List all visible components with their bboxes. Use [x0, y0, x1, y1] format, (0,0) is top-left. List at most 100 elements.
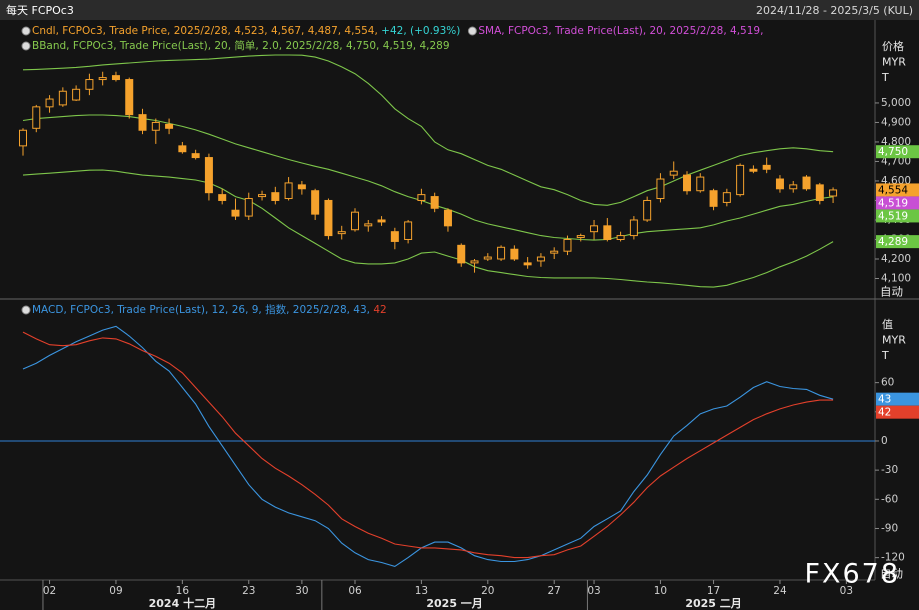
- date-range: 2024/11/28 - 2025/3/5 (KUL): [756, 4, 913, 17]
- candle-body: [762, 164, 771, 170]
- candle-body: [244, 198, 253, 217]
- watermark: FX678: [804, 559, 900, 590]
- last-value-label: 4,554: [878, 184, 908, 196]
- candle-body: [32, 106, 41, 129]
- y-tick-label: 60: [881, 377, 894, 389]
- bband-middle: [22, 114, 834, 241]
- last-value-label: 4,519: [878, 210, 908, 222]
- y-tick-label: -60: [881, 493, 898, 505]
- last-value-box: [876, 405, 919, 419]
- candle-body: [497, 246, 506, 260]
- candle-body: [390, 231, 399, 242]
- last-value-box: [876, 183, 919, 197]
- y-tick-label: 4,900: [881, 116, 911, 128]
- y-tick-label: 0: [881, 435, 888, 447]
- x-tick-label: 30: [295, 585, 308, 597]
- candle-body: [443, 209, 452, 227]
- y-tick-label: 4,200: [881, 253, 911, 265]
- axis-unit-label: 值: [882, 318, 893, 331]
- candle-body: [457, 244, 466, 264]
- candle-body: [536, 256, 545, 262]
- candle-body: [218, 194, 227, 201]
- x-tick-label: 03: [587, 585, 600, 597]
- legend-segment: BBand, FCPOc3, Trade Price(Last), 20, 简单…: [32, 39, 450, 52]
- legend-icon: [21, 26, 31, 36]
- candle-body: [590, 225, 599, 233]
- candle-body: [736, 164, 745, 196]
- legend-icon: [467, 26, 477, 36]
- axis-unit-label: T: [881, 71, 889, 84]
- last-value-box: [876, 235, 919, 249]
- candle-body: [324, 199, 333, 237]
- last-value-label: 42: [878, 407, 891, 419]
- candle-body: [576, 235, 585, 239]
- candle-body: [125, 79, 134, 116]
- candle-body: [815, 184, 824, 201]
- axis-unit-label: 价格: [882, 39, 904, 53]
- candle-body: [483, 256, 492, 260]
- legend-icon: [21, 305, 31, 315]
- x-tick-label: 17: [707, 585, 720, 597]
- last-value-box: [876, 196, 919, 210]
- legend-segment: MACD, FCPOc3, Trade Price(Last), 12, 26,…: [32, 303, 370, 316]
- candle-body: [404, 221, 413, 240]
- plot-layer: 5,0004,9004,8004,7004,6004,5004,4004,300…: [0, 25, 919, 610]
- candle-body: [111, 75, 120, 81]
- last-value-box: [876, 209, 919, 223]
- legend-segment: SMA, FCPOc3, Trade Price(Last), 20, 2025…: [478, 25, 763, 37]
- candle-body: [563, 238, 572, 252]
- candle-body: [523, 262, 532, 266]
- candle-body: [72, 88, 81, 101]
- y-tick-label: 4,100: [881, 272, 911, 284]
- x-tick-label: 10: [654, 585, 667, 597]
- last-value-label: 43: [878, 394, 891, 406]
- month-label: 2024 十二月: [149, 596, 216, 610]
- x-tick-label: 20: [481, 585, 494, 597]
- month-label: 2025 一月: [426, 597, 482, 610]
- candle-body: [191, 153, 200, 159]
- candle-body: [165, 123, 174, 129]
- x-tick-label: 13: [415, 585, 428, 597]
- candle-body: [550, 250, 559, 254]
- candle-body: [417, 194, 426, 201]
- legend-segment: 42: [370, 304, 387, 316]
- candle-body: [151, 121, 160, 131]
- macd-line: [22, 331, 834, 559]
- axis-unit-label: MYR: [882, 334, 906, 347]
- bband-lower: [22, 169, 834, 288]
- candle-body: [58, 90, 67, 106]
- candle-body: [775, 178, 784, 190]
- candle-body: [683, 174, 691, 192]
- candle-body: [709, 190, 718, 207]
- candle-body: [643, 199, 652, 221]
- bband-upper: [22, 54, 834, 206]
- candle-body: [297, 184, 306, 190]
- y-tick-label: 4,800: [881, 136, 911, 148]
- x-tick-label: 27: [548, 585, 561, 597]
- candle-body: [271, 192, 280, 201]
- y-tick-label: -90: [881, 522, 898, 534]
- candle-body: [829, 189, 838, 197]
- candle-body: [656, 178, 665, 200]
- legend-entry: BBand, FCPOc3, Trade Price(Last), 20, 简单…: [32, 39, 450, 52]
- last-value-label: 4,750: [878, 146, 908, 158]
- macd-line: [22, 325, 834, 568]
- candle-body: [351, 211, 359, 231]
- candle-body: [430, 196, 439, 209]
- candle-body: [377, 219, 386, 223]
- candle-body: [669, 170, 678, 176]
- candle-body: [138, 114, 147, 131]
- last-value-label: 4,289: [878, 236, 908, 248]
- top-left-title: 每天 FCPOc3: [6, 3, 74, 17]
- candle-body: [311, 190, 320, 215]
- candle-body: [510, 248, 519, 260]
- top-bar: [0, 0, 919, 20]
- legend-entry: Cndl, FCPOc3, Trade Price, 2025/2/28, 4,…: [32, 25, 460, 37]
- candle-body: [204, 157, 213, 194]
- x-tick-label: 02: [43, 585, 56, 597]
- candle-body: [337, 231, 346, 235]
- candle-body: [258, 194, 267, 198]
